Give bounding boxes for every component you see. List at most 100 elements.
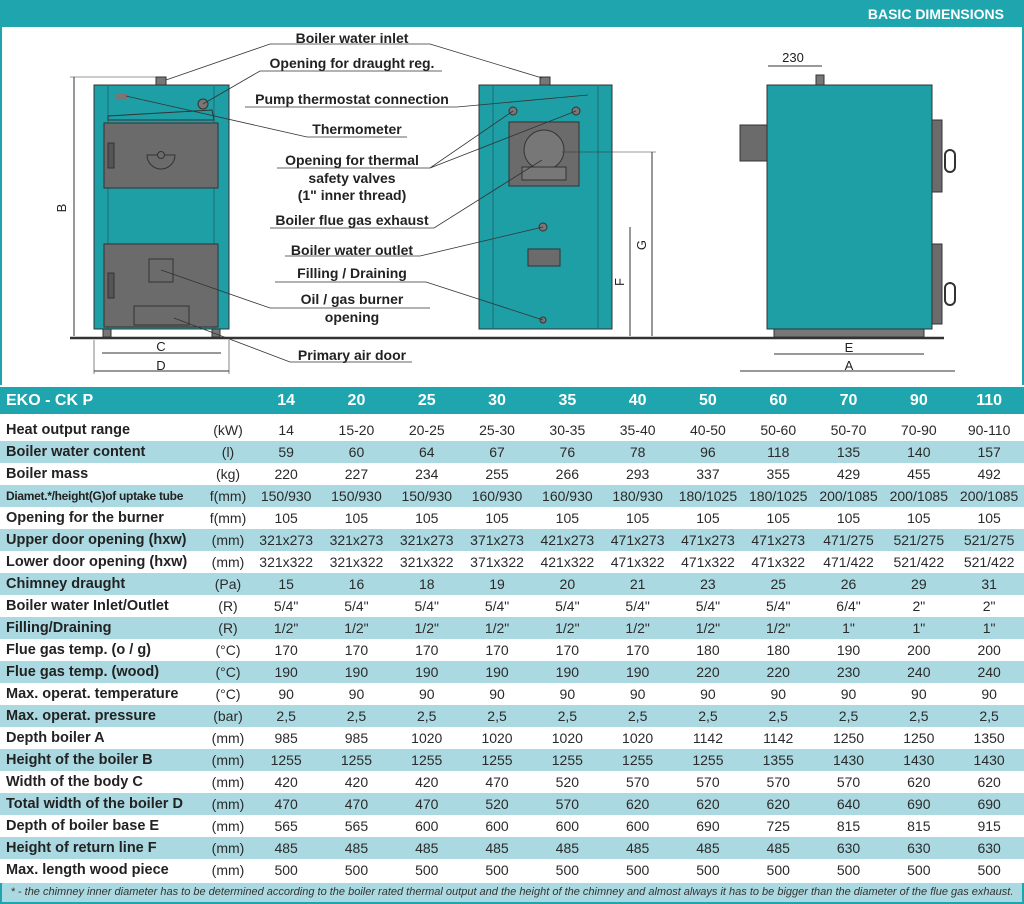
table-cell: 180 xyxy=(766,642,790,658)
table-cell: 105 xyxy=(555,510,580,526)
table-cell: 200 xyxy=(977,642,1001,658)
row-label: Depth of boiler base E xyxy=(6,818,160,834)
table-cell: 105 xyxy=(696,510,720,526)
table-cell: 25 xyxy=(743,573,814,595)
row-unit: f(mm) xyxy=(209,510,247,526)
table-cell: 620 xyxy=(602,793,673,815)
row-unit: (l) xyxy=(205,441,251,463)
table-cell: 492 xyxy=(977,466,1001,482)
table-cell: 5/4" xyxy=(414,598,439,614)
dim-a-label: A xyxy=(845,358,854,373)
table-cell: 337 xyxy=(696,466,720,482)
table-cell: 1020 xyxy=(481,730,513,746)
table-row: Chimney draught (Pa) 15 16 18 19 20 21 23 25 26 29 3… xyxy=(0,573,1024,595)
table-cell: 500 xyxy=(907,862,931,878)
table-cell: 170 xyxy=(625,642,650,658)
row-unit: (kW) xyxy=(213,422,243,438)
table-cell: 500 xyxy=(274,862,298,878)
row-unit: (mm) xyxy=(211,554,245,570)
table-cell: 570 xyxy=(625,774,650,790)
table-cell: 1/2" xyxy=(391,617,462,639)
table-cell: 1" xyxy=(883,617,954,639)
table-cell: 471x273 xyxy=(743,529,814,551)
table-cell: 15-20 xyxy=(338,422,375,438)
table-row: Max. operat. temperature (°C) 90 90 90 90 90 90… xyxy=(0,683,1024,705)
table-cell: 500 xyxy=(415,862,439,878)
table-cell: 29 xyxy=(883,573,954,595)
table-cell: 1/2" xyxy=(251,617,322,639)
table-cell: 1250 xyxy=(832,730,865,746)
table-cell: 190 xyxy=(461,661,533,683)
table-cell: 500 xyxy=(836,862,861,878)
table-cell: 421x322 xyxy=(540,554,595,570)
table-cell: 570 xyxy=(836,774,861,790)
row-label: Chimney draught xyxy=(0,573,205,595)
dim-c-label: C xyxy=(156,339,165,354)
row-unit: (mm) xyxy=(205,749,251,771)
table-cell: 485 xyxy=(251,837,322,859)
table-cell: 31 xyxy=(953,573,1024,595)
table-cell: 420 xyxy=(344,774,369,790)
row-unit: (mm) xyxy=(211,774,245,790)
table-cell: 321x273 xyxy=(321,529,392,551)
table-cell: 1255 xyxy=(532,749,603,771)
table-row: Boiler water content (l) 59 60 64 67 76 78 96 118… xyxy=(0,441,1024,463)
table-cell: 1350 xyxy=(973,730,1005,746)
table-cell: 227 xyxy=(344,466,369,482)
table-cell: 521/422 xyxy=(963,554,1015,570)
table-cell: 76 xyxy=(532,441,603,463)
model-column-header: 25 xyxy=(391,387,462,419)
model-column-header: 35 xyxy=(532,387,603,419)
table-cell: 200/1085 xyxy=(883,485,954,507)
table-cell: 690 xyxy=(953,793,1024,815)
table-cell: 500 xyxy=(555,862,580,878)
table-cell: 190 xyxy=(251,661,322,683)
table-cell: 2,5 xyxy=(813,705,884,727)
table-cell: 1355 xyxy=(743,749,814,771)
table-cell: 19 xyxy=(461,573,533,595)
footnote: * - the chimney inner diameter has to be… xyxy=(0,883,1024,904)
row-unit: (mm) xyxy=(205,793,251,815)
table-cell: 90 xyxy=(278,686,294,702)
table-cell: 620 xyxy=(977,774,1001,790)
table-cell: 2" xyxy=(912,598,926,614)
table-cell: 600 xyxy=(555,818,580,834)
table-cell: 90 xyxy=(418,686,435,702)
table-cell: 96 xyxy=(672,441,744,463)
table-cell: 429 xyxy=(836,466,861,482)
row-label: Boiler water content xyxy=(0,441,205,463)
table-cell: 90 xyxy=(629,686,646,702)
table-cell: 521/275 xyxy=(953,529,1024,551)
table-cell: 500 xyxy=(625,862,650,878)
table-cell: 1255 xyxy=(391,749,462,771)
table-cell: 2,5 xyxy=(953,705,1024,727)
table-cell: 321x273 xyxy=(251,529,322,551)
model-name: EKO - CK P xyxy=(0,387,251,419)
dim-g-label: G xyxy=(634,240,649,250)
table-cell: 50-70 xyxy=(830,422,867,438)
table-cell: 321x273 xyxy=(391,529,462,551)
table-cell: 105 xyxy=(625,510,650,526)
table-cell: 25-30 xyxy=(479,422,515,438)
table-cell: 600 xyxy=(485,818,509,834)
table-row: Flue gas temp. (wood) (°C) 190 190 190 190 190… xyxy=(0,661,1024,683)
row-unit: (bar) xyxy=(205,705,251,727)
dim-f-label: F xyxy=(612,278,627,286)
table-cell: 915 xyxy=(977,818,1001,834)
row-label: Opening for the burner xyxy=(6,510,164,526)
label-water-inlet: Boiler water inlet xyxy=(296,30,409,46)
table-cell: 420 xyxy=(274,774,298,790)
table-cell: 78 xyxy=(602,441,673,463)
table-cell: 140 xyxy=(883,441,954,463)
row-label: Max. operat. temperature xyxy=(6,686,179,702)
table-cell: 105 xyxy=(766,510,790,526)
table-cell: 150/930 xyxy=(251,485,322,507)
row-label: Upper door opening (hxw) xyxy=(0,529,205,551)
table-cell: 160/930 xyxy=(461,485,533,507)
table-cell: 5/4" xyxy=(273,598,299,614)
table-cell: 90 xyxy=(840,686,857,702)
table-cell: 690 xyxy=(883,793,954,815)
table-cell: 14 xyxy=(278,422,294,438)
table-cell: 70-90 xyxy=(900,422,937,438)
table-cell: 118 xyxy=(743,441,814,463)
